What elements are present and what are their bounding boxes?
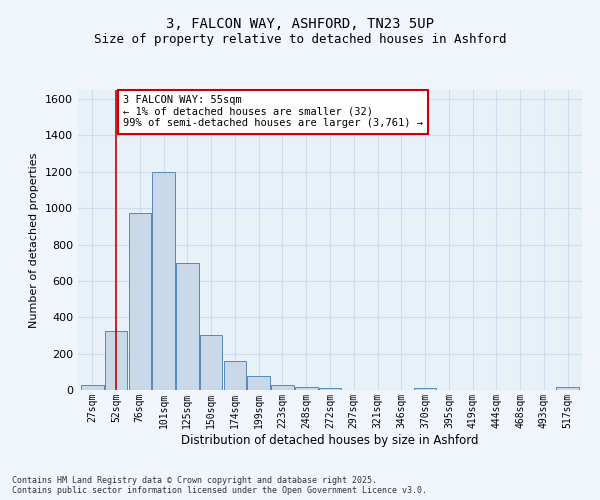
Bar	[200, 336, 223, 390]
Text: 3, FALCON WAY, ASHFORD, TN23 5UP: 3, FALCON WAY, ASHFORD, TN23 5UP	[166, 18, 434, 32]
Text: 3 FALCON WAY: 55sqm
← 1% of detached houses are smaller (32)
99% of semi-detache: 3 FALCON WAY: 55sqm ← 1% of detached hou…	[123, 95, 423, 128]
Bar	[556, 388, 579, 390]
Bar	[414, 388, 436, 390]
Text: Size of property relative to detached houses in Ashford: Size of property relative to detached ho…	[94, 32, 506, 46]
Bar	[319, 388, 341, 390]
Bar	[105, 331, 127, 390]
Bar	[81, 386, 104, 390]
Bar	[152, 172, 175, 390]
Bar	[224, 361, 246, 390]
Bar	[295, 388, 317, 390]
Bar	[271, 386, 294, 390]
Text: Contains HM Land Registry data © Crown copyright and database right 2025.
Contai: Contains HM Land Registry data © Crown c…	[12, 476, 427, 495]
Bar	[176, 262, 199, 390]
Bar	[247, 376, 270, 390]
Bar	[128, 212, 151, 390]
Y-axis label: Number of detached properties: Number of detached properties	[29, 152, 40, 328]
X-axis label: Distribution of detached houses by size in Ashford: Distribution of detached houses by size …	[181, 434, 479, 446]
